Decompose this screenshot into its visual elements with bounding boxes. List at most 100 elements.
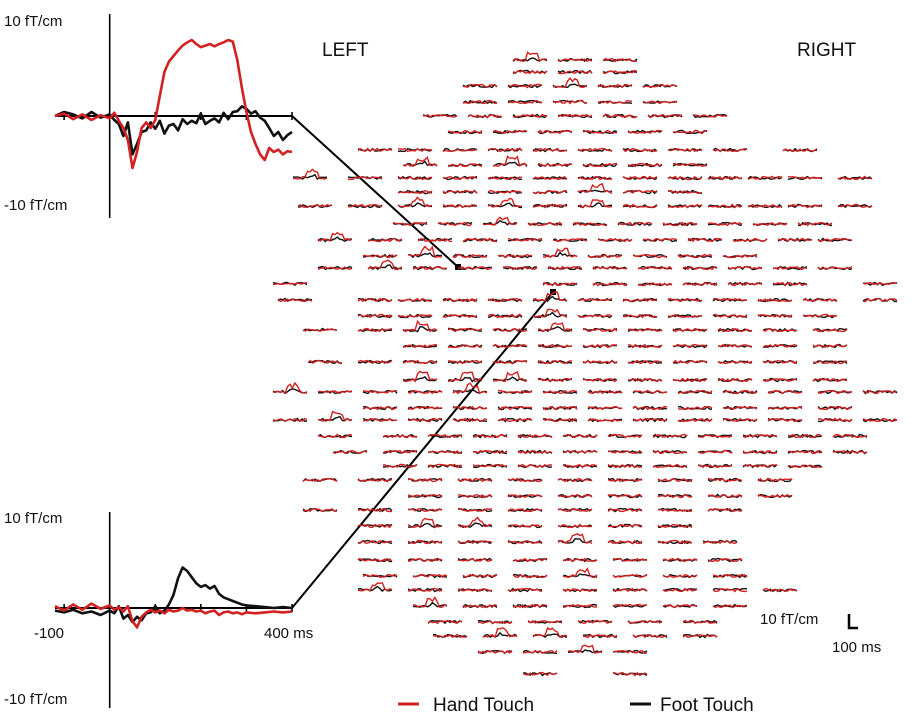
sensor-trace-hand bbox=[407, 557, 443, 563]
sensor-trace-hand bbox=[357, 582, 393, 592]
sensor-trace-hand bbox=[597, 237, 633, 243]
sensor-trace-hand bbox=[722, 254, 758, 259]
sensor-trace-hand bbox=[307, 359, 343, 365]
sensor-trace-hand bbox=[442, 148, 478, 152]
sensor-trace-foot bbox=[582, 162, 618, 168]
sensor-trace-hand bbox=[542, 405, 578, 411]
sensor-trace-hand bbox=[577, 314, 613, 318]
sensor-trace-hand bbox=[632, 417, 668, 422]
top-plot-series-hand bbox=[54, 38, 293, 170]
sensor-trace-hand bbox=[607, 449, 643, 455]
sensor-trace-hand bbox=[787, 449, 823, 455]
sensor-trace-hand bbox=[357, 297, 393, 303]
sensor-trace-foot bbox=[402, 160, 438, 167]
sensor-trace-hand bbox=[747, 203, 783, 208]
sensor-trace-hand bbox=[542, 389, 578, 395]
left-label: LEFT bbox=[322, 40, 369, 61]
enlarged-plot-bottom bbox=[54, 512, 293, 708]
sensor-trace-foot bbox=[612, 604, 648, 609]
sensor-trace-hand bbox=[507, 494, 543, 499]
sensor-trace-hand bbox=[427, 450, 463, 455]
sensor-trace-foot bbox=[672, 162, 708, 167]
sensor-trace-hand bbox=[407, 477, 443, 483]
scale-time-label: 100 ms bbox=[832, 639, 881, 656]
sensor-trace-hand bbox=[397, 175, 432, 181]
sensor-trace-hand bbox=[357, 313, 393, 319]
sensor-trace-hand bbox=[532, 147, 568, 153]
sensor-trace-foot bbox=[532, 203, 568, 208]
sensor-trace-hand bbox=[582, 327, 618, 333]
sensor-trace-foot bbox=[487, 189, 523, 195]
sensor-trace-hand bbox=[452, 417, 488, 423]
sensor-trace-hand bbox=[707, 477, 743, 483]
sensor-trace-hand bbox=[622, 297, 658, 303]
sensor-trace-hand bbox=[367, 259, 403, 271]
sensor-trace-hand bbox=[397, 297, 433, 303]
sensor-trace-hand bbox=[542, 281, 578, 287]
sensor-trace-hand bbox=[492, 344, 528, 349]
sensor-trace-hand bbox=[497, 389, 533, 394]
sensor-trace-hand bbox=[742, 433, 778, 439]
sensor-trace-hand bbox=[707, 221, 743, 227]
sensor-trace-hand bbox=[507, 508, 543, 513]
sensor-trace-hand bbox=[317, 231, 353, 242]
sensor-trace-hand bbox=[652, 449, 688, 455]
sensor-trace-hand bbox=[612, 671, 648, 677]
sensor-trace-foot bbox=[772, 281, 808, 287]
sensor-trace-hand bbox=[532, 291, 568, 303]
sensor-trace-hand bbox=[472, 434, 508, 439]
sensor-trace-hand bbox=[632, 253, 668, 259]
connector-lines bbox=[291, 115, 554, 609]
sensor-trace-hand bbox=[407, 587, 443, 592]
sensor-trace-hand bbox=[432, 633, 467, 639]
connector-bottom bbox=[291, 291, 554, 609]
sensor-trace-hand bbox=[577, 147, 613, 152]
sensor-trace-hand bbox=[272, 381, 308, 395]
sensor-trace-hand bbox=[462, 237, 498, 243]
connector-endpoint-bottom bbox=[550, 289, 556, 295]
sensor-trace-hand bbox=[622, 147, 658, 153]
sensor-trace-hand bbox=[397, 189, 433, 195]
sensor-trace-hand bbox=[657, 508, 693, 513]
sensor-trace-hand bbox=[708, 493, 743, 498]
sensor-trace-hand bbox=[642, 237, 678, 242]
sensor-trace-hand bbox=[557, 523, 593, 529]
sensor-trace-hand bbox=[362, 253, 398, 259]
sensor-trace-hand bbox=[347, 176, 383, 181]
sensor-trace-hand bbox=[457, 516, 493, 529]
sensor-trace-hand bbox=[717, 360, 753, 365]
scale-bar-glyph bbox=[847, 614, 858, 630]
sensor-trace-hand bbox=[862, 281, 898, 285]
sensor-trace-hand bbox=[407, 507, 443, 513]
sensor-trace-hand bbox=[537, 162, 573, 168]
sensor-trace-hand bbox=[302, 507, 338, 513]
sensor-trace-foot bbox=[607, 477, 643, 483]
sensor-trace-hand bbox=[542, 417, 578, 423]
sensor-trace-hand bbox=[522, 671, 558, 677]
sensor-trace-hand bbox=[812, 343, 848, 348]
sensor-trace-hand bbox=[762, 587, 798, 593]
sensor-trace-hand bbox=[497, 405, 533, 411]
sensor-trace-foot bbox=[402, 376, 438, 382]
sensor-trace-hand bbox=[587, 389, 623, 395]
sensor-trace-hand bbox=[527, 619, 563, 624]
sensor-trace-hand bbox=[657, 478, 693, 483]
sensor-trace-hand bbox=[527, 221, 563, 227]
sensor-trace-hand bbox=[557, 70, 593, 75]
sensor-trace-hand bbox=[627, 162, 663, 168]
sensor-trace-foot bbox=[293, 173, 328, 181]
sensor-trace-hand bbox=[652, 433, 688, 439]
sensor-trace-hand bbox=[492, 155, 528, 168]
sensor-trace-hand bbox=[272, 417, 308, 422]
sensor-trace-hand bbox=[452, 253, 488, 259]
sensor-trace-hand bbox=[767, 418, 803, 423]
sensor-trace-hand bbox=[537, 378, 573, 383]
sensor-trace-hand bbox=[487, 313, 523, 319]
sensor-trace-hand bbox=[487, 176, 523, 181]
sensor-trace-hand bbox=[582, 377, 618, 383]
sensor-trace-hand bbox=[382, 449, 418, 455]
sensor-trace-hand bbox=[507, 477, 543, 483]
sensor-trace-hand bbox=[452, 405, 488, 411]
sensor-trace-hand bbox=[562, 433, 598, 439]
sensor-trace-hand bbox=[557, 477, 593, 483]
